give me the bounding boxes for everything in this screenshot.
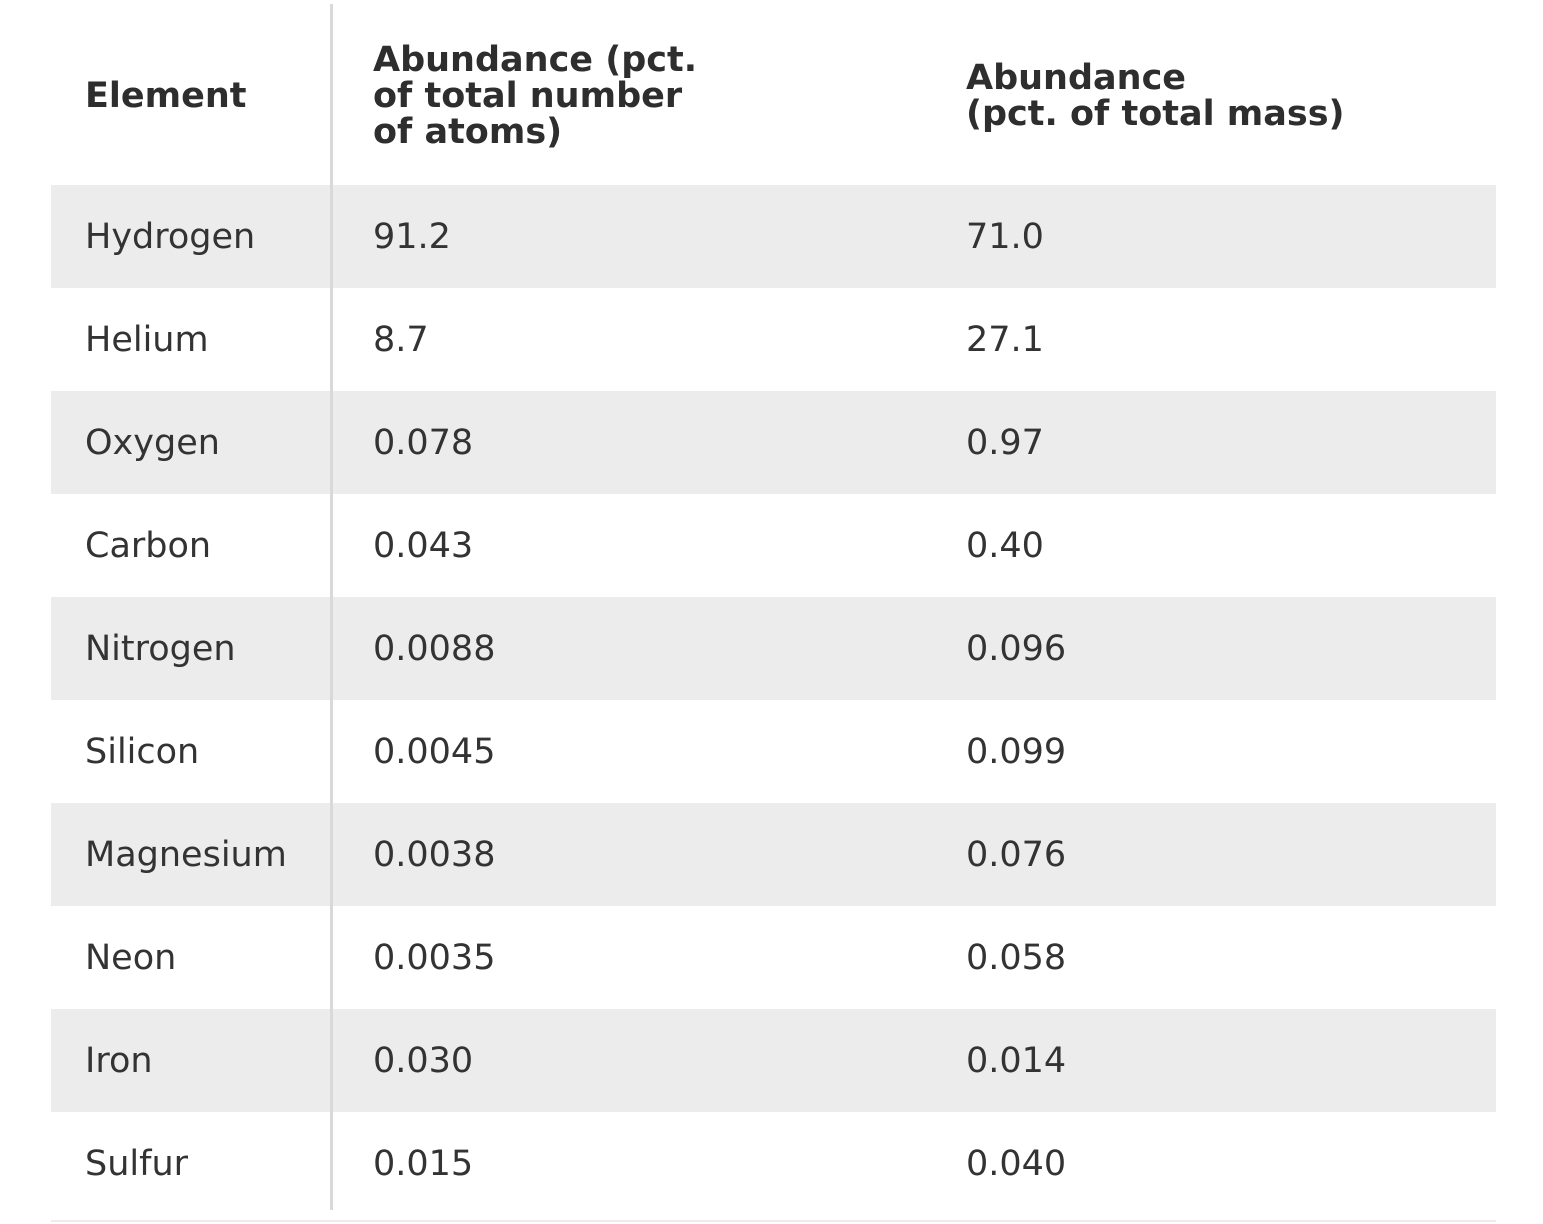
element-name-cell: Carbon bbox=[85, 525, 212, 566]
table-row: Silicon 0.0045 0.099 bbox=[51, 700, 1496, 803]
atoms-abundance-cell: 0.0035 bbox=[373, 937, 496, 978]
table-header: Element Abundance (pct. of total number … bbox=[51, 0, 1496, 185]
element-name-cell: Hydrogen bbox=[51, 185, 332, 288]
mass-abundance-cell: 0.099 bbox=[966, 731, 1067, 772]
table-row: Helium 8.7 27.1 bbox=[51, 288, 1496, 391]
mass-abundance-cell: 0.040 bbox=[966, 1143, 1067, 1184]
atoms-abundance-cell: 0.0045 bbox=[373, 731, 496, 772]
table-row: Nitrogen 0.0088 0.096 bbox=[51, 597, 1496, 700]
abundance-table-container: Element Abundance (pct. of total number … bbox=[51, 0, 1496, 1215]
element-name-cell: Sulfur bbox=[85, 1143, 189, 1184]
mass-abundance-cell: 0.058 bbox=[966, 937, 1067, 978]
element-name-cell: Silicon bbox=[85, 731, 200, 772]
table-row: Sulfur 0.015 0.040 bbox=[51, 1112, 1496, 1215]
mass-abundance-cell: 0.40 bbox=[966, 525, 1044, 566]
element-abundance-table: Element Abundance (pct. of total number … bbox=[51, 0, 1496, 1215]
header-atoms-line-3: of atoms) bbox=[373, 111, 563, 152]
atoms-abundance-cell: 91.2 bbox=[332, 185, 879, 288]
atoms-abundance-cell: 0.0088 bbox=[332, 597, 879, 700]
element-name-cell: Oxygen bbox=[51, 391, 332, 494]
mass-abundance-cell: 0.014 bbox=[879, 1009, 1496, 1112]
table-row: Hydrogen 91.2 71.0 bbox=[51, 185, 1496, 288]
header-mass-line-1: Abundance bbox=[966, 57, 1187, 98]
atoms-abundance-cell: 0.015 bbox=[373, 1143, 474, 1184]
header-element-line: Element bbox=[85, 75, 247, 116]
atoms-abundance-cell: 0.030 bbox=[332, 1009, 879, 1112]
mass-abundance-cell: 0.076 bbox=[879, 803, 1496, 906]
mass-abundance-cell: 27.1 bbox=[966, 319, 1044, 360]
table-bottom-rule bbox=[51, 1220, 1496, 1222]
atoms-abundance-cell: 0.0038 bbox=[332, 803, 879, 906]
element-name-cell: Helium bbox=[85, 319, 209, 360]
element-name-cell: Neon bbox=[85, 937, 177, 978]
element-name-cell: Magnesium bbox=[51, 803, 332, 906]
table-row: Oxygen 0.078 0.97 bbox=[51, 391, 1496, 494]
header-element: Element bbox=[51, 0, 332, 185]
column-divider bbox=[330, 4, 333, 1210]
table-body: Hydrogen 91.2 71.0 Helium 8.7 27.1 Oxyge… bbox=[51, 185, 1496, 1215]
table-row: Carbon 0.043 0.40 bbox=[51, 494, 1496, 597]
table-row: Iron 0.030 0.014 bbox=[51, 1009, 1496, 1112]
atoms-abundance-cell: 0.043 bbox=[373, 525, 474, 566]
mass-abundance-cell: 0.096 bbox=[879, 597, 1496, 700]
header-abundance-mass: Abundance (pct. of total mass) bbox=[879, 0, 1496, 185]
header-atoms-line-1: Abundance (pct. bbox=[373, 39, 698, 80]
header-abundance-atoms: Abundance (pct. of total number of atoms… bbox=[332, 0, 879, 185]
atoms-abundance-cell: 0.078 bbox=[332, 391, 879, 494]
header-atoms-line-2: of total number bbox=[373, 75, 683, 116]
atoms-abundance-cell: 8.7 bbox=[373, 319, 429, 360]
element-name-cell: Nitrogen bbox=[51, 597, 332, 700]
mass-abundance-cell: 0.97 bbox=[879, 391, 1496, 494]
table-row: Neon 0.0035 0.058 bbox=[51, 906, 1496, 1009]
header-mass-line-2: (pct. of total mass) bbox=[966, 93, 1345, 134]
table-row: Magnesium 0.0038 0.076 bbox=[51, 803, 1496, 906]
header-row: Element Abundance (pct. of total number … bbox=[51, 0, 1496, 185]
element-name-cell: Iron bbox=[51, 1009, 332, 1112]
mass-abundance-cell: 71.0 bbox=[879, 185, 1496, 288]
